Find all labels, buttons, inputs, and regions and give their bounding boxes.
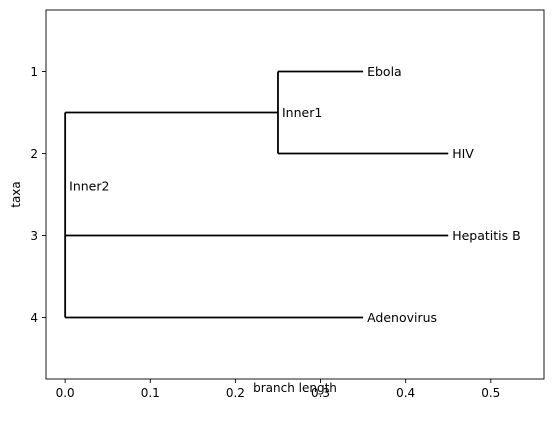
node-label-hepatitis-b: Hepatitis B [452,228,521,243]
y-tick-label: 2 [30,147,38,161]
y-tick-label: 1 [30,65,38,79]
x-axis: 0.0 0.1 0.2 0.3 0.4 0.5 [56,379,500,400]
x-axis-label: branch length [253,381,337,395]
x-tick-label: 0.4 [396,386,415,400]
x-tick-label: 0.1 [141,386,160,400]
y-axis: 1 2 3 4 [30,65,46,325]
x-tick-label: 0.0 [56,386,75,400]
node-label-inner2: Inner2 [69,179,109,194]
node-label-hiv: HIV [452,146,474,161]
plot-area: Inner2 Inner1 Ebola HIV Hepatitis B Adenoviru… [64,64,521,325]
node-label-adenovirus: Adenovirus [367,310,437,325]
x-tick-label: 0.2 [226,386,245,400]
node-label-inner1: Inner1 [282,105,322,120]
y-axis-label: taxa [9,181,23,208]
node-label-ebola: Ebola [367,64,402,79]
x-tick-label: 0.3 [311,386,330,400]
plot-frame [45,9,545,380]
y-tick-label: 3 [30,229,38,243]
y-tick-label: 4 [30,311,38,325]
x-tick-label: 0.5 [481,386,500,400]
